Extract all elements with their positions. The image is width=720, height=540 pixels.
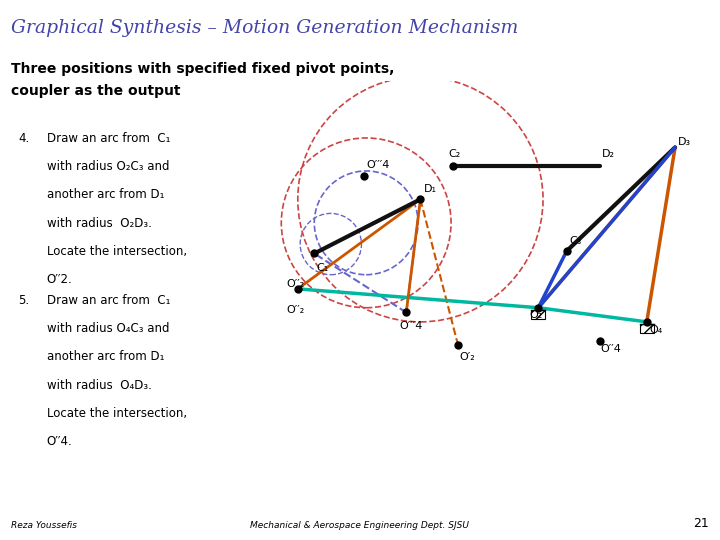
Text: another arc from D₁: another arc from D₁ xyxy=(47,350,164,363)
Text: C₃: C₃ xyxy=(569,236,581,246)
Text: Locate the intersection,: Locate the intersection, xyxy=(47,407,187,420)
Text: O′′′4: O′′′4 xyxy=(366,160,390,170)
Text: Locate the intersection,: Locate the intersection, xyxy=(47,245,187,258)
Text: Draw an arc from  C₁: Draw an arc from C₁ xyxy=(47,132,171,145)
Text: 5.: 5. xyxy=(18,294,29,307)
Text: D₃: D₃ xyxy=(678,137,690,147)
Text: another arc from D₁: another arc from D₁ xyxy=(47,188,164,201)
Text: O′′₂: O′′₂ xyxy=(286,279,305,289)
Text: with radius  O₂D₃.: with radius O₂D₃. xyxy=(47,217,152,230)
Text: D₁: D₁ xyxy=(424,184,437,194)
Text: 21: 21 xyxy=(693,517,709,530)
Text: Mechanical & Aerospace Engineering Dept. SJSU: Mechanical & Aerospace Engineering Dept.… xyxy=(251,521,469,530)
Text: O′′4: O′′4 xyxy=(600,344,621,354)
Text: C₁: C₁ xyxy=(317,262,329,273)
Text: Draw an arc from  C₁: Draw an arc from C₁ xyxy=(47,294,171,307)
Text: with radius O₄C₃ and: with radius O₄C₃ and xyxy=(47,322,169,335)
Text: Reza Youssefis: Reza Youssefis xyxy=(11,521,77,530)
Text: with radius  O₄D₃.: with radius O₄D₃. xyxy=(47,379,152,392)
Bar xyxy=(531,310,545,319)
Text: O′₂: O′₂ xyxy=(459,352,474,362)
Text: with radius O₂C₃ and: with radius O₂C₃ and xyxy=(47,160,169,173)
Text: C₂: C₂ xyxy=(449,150,461,159)
Text: coupler as the output: coupler as the output xyxy=(11,84,180,98)
Text: O′′₂: O′′₂ xyxy=(286,305,305,315)
Text: O′′2.: O′′2. xyxy=(47,273,73,286)
Text: Three positions with specified fixed pivot points,: Three positions with specified fixed piv… xyxy=(11,62,394,76)
Text: O₄: O₄ xyxy=(649,326,662,335)
Text: Graphical Synthesis – Motion Generation Mechanism: Graphical Synthesis – Motion Generation … xyxy=(11,19,518,37)
Text: O′′4.: O′′4. xyxy=(47,435,73,448)
Bar xyxy=(639,324,654,333)
Text: D₂: D₂ xyxy=(602,150,615,159)
Text: O₂: O₂ xyxy=(529,310,542,320)
Text: 4.: 4. xyxy=(18,132,30,145)
Text: O′′′4: O′′′4 xyxy=(399,321,423,330)
